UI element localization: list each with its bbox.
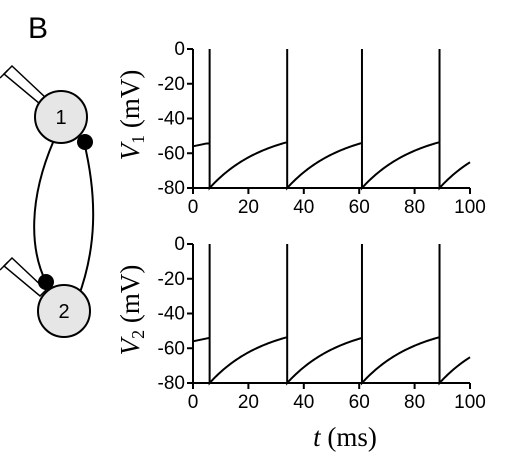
neuron-1-label: 1	[55, 107, 66, 129]
chart-v1-xtick-label: 60	[349, 197, 370, 218]
panel-label: B	[28, 12, 48, 45]
neuron-2: 2	[37, 284, 91, 338]
chart-v1-ytick-label: -20	[158, 74, 185, 95]
chart-v2-ytick-label: -60	[158, 338, 185, 359]
chart-v2-xtick-label: 80	[404, 392, 425, 413]
chart-v1: V1 (mV) 0-20-40-60-800 20 40 60 80 100	[115, 39, 486, 218]
chart-v2-ytick-label: -20	[158, 269, 185, 290]
chart-v2-xtick-label: 20	[238, 392, 259, 413]
chart-v1-xtick-label: 80	[404, 197, 425, 218]
chart-v2-xtick-label: 100	[454, 392, 486, 413]
synapse-arc-2-to-1	[77, 141, 95, 299]
chart-v2-ylabel-sub: 2	[128, 330, 148, 339]
synapse-terminal-on-1	[77, 134, 93, 150]
chart-v2-ylabel: V2 (mV)	[115, 265, 148, 356]
chart-v1-ylabel-unit: (mV)	[115, 70, 145, 135]
chart-v2-ytick-label: -80	[158, 373, 185, 394]
chart-v1-ylabel: V1 (mV)	[115, 70, 148, 161]
chart-v2-ytick-label: 0	[174, 234, 185, 255]
chart-v2-xtick-label: 40	[293, 392, 314, 413]
chart-v2-voltage-trace	[192, 244, 471, 386]
chart-v2-xtick-label: 0	[188, 392, 199, 413]
synapse-terminal-on-2	[38, 274, 54, 290]
chart-v2-xtick-label: 60	[349, 392, 370, 413]
neuron-2-body	[37, 284, 91, 338]
chart-v1-xtick-label: 100	[454, 197, 486, 218]
chart-v1-ytick-label: -80	[158, 178, 185, 199]
chart-v2-xlabel-unit: (ms)	[321, 422, 377, 452]
chart-v1-ylabel-var: V	[115, 140, 145, 160]
chart-v2-ytick-label: -40	[158, 304, 185, 325]
chart-v2-xlabel-var: t	[313, 422, 322, 452]
chart-v1-xtick-label: 40	[293, 197, 314, 218]
neuron-2-label: 2	[58, 301, 69, 323]
chart-v2-ylabel-var: V	[115, 335, 145, 355]
chart-v1-voltage-trace	[192, 49, 471, 191]
electrode-1	[0, 64, 48, 106]
network-diagram: 1 2	[0, 64, 95, 338]
chart-v1-ytick-label: -40	[158, 109, 185, 130]
chart-v1-ylabel-sub: 1	[128, 135, 148, 144]
chart-v1-ytick-label: 0	[174, 39, 185, 60]
synapse-arc-1-to-2	[33, 139, 55, 283]
chart-v2-xlabel: t (ms)	[313, 422, 377, 452]
neuron-1-body	[34, 90, 88, 144]
chart-v2-ylabel-unit: (mV)	[115, 265, 145, 330]
chart-v2: V2 (mV) t (ms) 0-20-40-60-800 20 40 60 80 100	[115, 234, 486, 452]
chart-v1-ytick-label: -60	[158, 143, 185, 164]
chart-v1-xtick-label: 0	[188, 197, 199, 218]
chart-v1-xtick-label: 20	[238, 197, 259, 218]
neuron-1: 1	[34, 90, 88, 144]
